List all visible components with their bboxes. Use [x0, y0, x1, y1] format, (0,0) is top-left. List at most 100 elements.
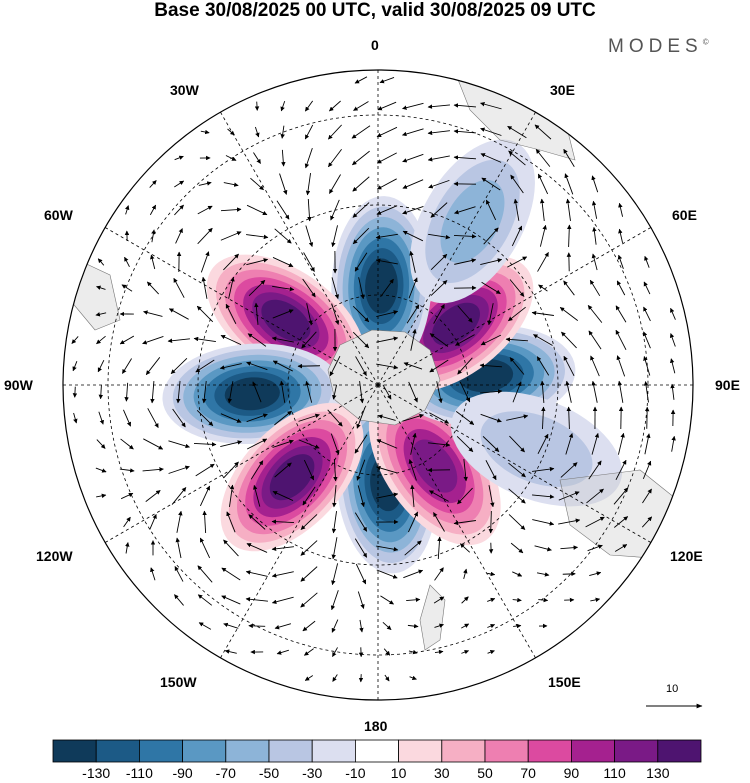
- wind-arrow: [461, 623, 470, 629]
- wind-arrow: [617, 432, 625, 455]
- wind-arrow: [563, 355, 575, 376]
- wind-arrow: [331, 225, 338, 248]
- wind-arrow: [219, 363, 242, 370]
- wind-arrow: [509, 435, 525, 453]
- wind-arrow: [274, 462, 292, 478]
- lon-label-180: 180: [364, 718, 388, 734]
- wind-arrow: [225, 303, 237, 325]
- wind-arrow: [122, 358, 132, 374]
- wind-arrow: [616, 355, 626, 377]
- wind-arrow: [307, 198, 312, 222]
- wind-arrow: [512, 571, 523, 577]
- wind-arrow: [487, 571, 496, 577]
- wind-arrow: [407, 623, 419, 629]
- wind-arrow: [512, 597, 522, 603]
- wind-arrow: [537, 173, 549, 195]
- wind-arrow: [303, 459, 315, 481]
- wind-arrow: [537, 252, 549, 272]
- wind-arrow: [459, 543, 471, 553]
- wind-arrow: [564, 173, 574, 195]
- wind-arrow: [588, 330, 602, 350]
- wind-arrow: [644, 433, 651, 455]
- wind-arrow: [488, 485, 495, 508]
- lon-label-150e: 150E: [548, 674, 581, 690]
- wind-arrow: [463, 568, 468, 579]
- wind-arrow: [123, 516, 131, 528]
- wind-arrow: [254, 126, 260, 138]
- wind-arrow: [355, 563, 367, 585]
- wind-arrow: [427, 104, 450, 109]
- anomaly-level: [261, 299, 311, 342]
- brand-text: MODES: [608, 36, 703, 57]
- wind-arrow: [354, 252, 368, 272]
- wind-arrow: [487, 597, 496, 603]
- wind-arrow: [352, 305, 370, 323]
- wind-arrow: [617, 254, 624, 269]
- wind-arrow: [454, 258, 477, 265]
- colorbar-tick-label: -130: [82, 765, 111, 781]
- wind-arrow: [125, 205, 130, 215]
- wind-arrow: [272, 309, 294, 319]
- wind-arrow: [434, 567, 444, 581]
- wind-arrow: [302, 620, 316, 632]
- colorbar-tick-label: -50: [258, 765, 280, 781]
- wind-arrow: [591, 253, 598, 271]
- brand-mark: ©: [702, 37, 709, 47]
- wind-arrow: [274, 228, 292, 244]
- wind-arrow: [375, 258, 398, 265]
- wind-arrow: [356, 407, 366, 429]
- wind-arrow: [376, 310, 399, 318]
- wind-arrow: [354, 512, 368, 532]
- wind-arrow: [505, 337, 529, 342]
- wind-arrow: [98, 385, 104, 400]
- wind-arrow: [590, 355, 600, 377]
- wind-arrow: [541, 406, 546, 430]
- wind-arrow: [380, 278, 394, 298]
- wind-arrow: [120, 438, 134, 450]
- wind-arrow: [167, 338, 190, 344]
- wind-arrow: [480, 258, 503, 265]
- wind-arrow: [250, 460, 264, 480]
- wind-arrow: [253, 152, 261, 164]
- wind-arrow: [220, 231, 242, 241]
- wind-arrow: [428, 179, 450, 189]
- wind-arrow: [272, 360, 293, 372]
- wind-arrow: [306, 303, 313, 326]
- wind-arrow: [302, 486, 316, 506]
- wind-arrow: [461, 649, 470, 655]
- wind-arrow: [479, 363, 503, 368]
- wind-arrow: [331, 563, 339, 586]
- colorbar-tick-label: 10: [390, 765, 407, 781]
- wind-arrow: [280, 100, 286, 112]
- wind-arrow: [485, 460, 497, 481]
- wind-arrow: [536, 572, 550, 577]
- wind-arrow: [224, 649, 237, 654]
- wind-arrow: [142, 467, 164, 472]
- wind-arrow: [332, 674, 338, 682]
- wind-arrow: [246, 413, 268, 423]
- wind-arrow: [587, 544, 603, 552]
- wind-arrow: [272, 439, 294, 448]
- wind-arrow: [408, 511, 418, 533]
- lon-label-90w: 90W: [4, 377, 33, 393]
- wind-arrow: [430, 253, 448, 271]
- wind-vectors: [71, 76, 676, 683]
- wind-arrow: [533, 334, 553, 346]
- wind-arrow: [145, 357, 161, 376]
- wind-arrow: [359, 381, 365, 404]
- wind-arrow: [174, 180, 185, 188]
- wind-arrow: [539, 224, 547, 247]
- lon-label-60e: 60E: [672, 207, 697, 223]
- wind-arrow: [565, 380, 572, 403]
- wind-arrow: [331, 277, 340, 300]
- wind-arrow: [534, 124, 552, 140]
- wind-arrow: [354, 538, 368, 558]
- wind-arrow: [248, 514, 266, 530]
- wind-arrow: [298, 413, 320, 422]
- brand-logo: MODES©: [608, 36, 709, 58]
- wind-arrow: [671, 435, 676, 452]
- colorbar-tick-label: 90: [563, 765, 580, 781]
- wind-arrow: [252, 381, 262, 403]
- lon-label-90e: 90E: [715, 377, 740, 393]
